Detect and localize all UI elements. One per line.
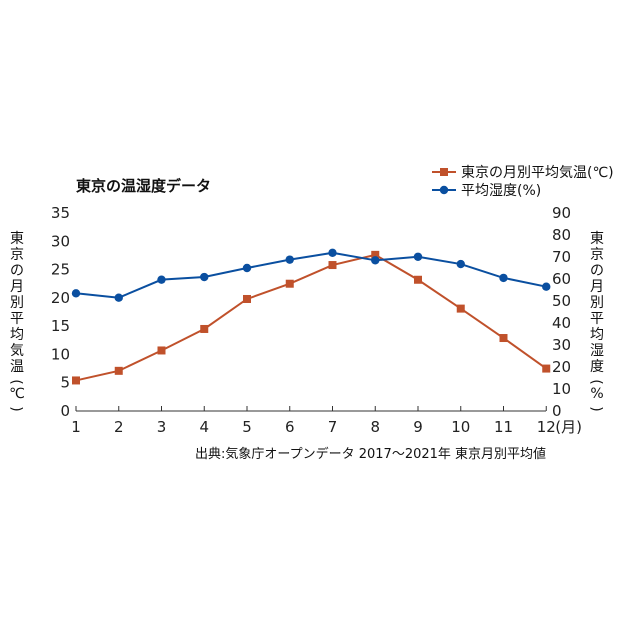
right-axis-label-char: 京 xyxy=(590,247,604,263)
temperature-point xyxy=(285,279,294,288)
right-axis-label-char: 東 xyxy=(590,231,604,247)
temperature-point xyxy=(414,275,422,284)
right-axis-label-char: の xyxy=(590,263,604,279)
x-tick-label: 12 xyxy=(537,418,556,436)
y-ticks-right: 0 10 20 30 40 50 60 70 80 90 xyxy=(552,204,571,420)
left-axis-label-char: ) xyxy=(8,406,24,411)
humidity-point xyxy=(542,282,551,291)
left-axis-label-char: 温 xyxy=(10,359,24,375)
temperature-point xyxy=(542,364,551,373)
right-axis-label-char: 平 xyxy=(590,311,604,327)
left-axis-label-char: 別 xyxy=(10,295,24,311)
legend-circle-marker xyxy=(439,185,449,195)
right-axis-label-char: 均 xyxy=(590,327,604,343)
legend-label: 東京の月別平均気温(℃) xyxy=(461,165,614,181)
left-axis-label-char: ( xyxy=(8,379,24,384)
y-left-tick-label: 20 xyxy=(51,289,70,307)
legend: 東京の月別平均気温(℃) 平均湿度(%) xyxy=(432,165,614,199)
series-line-2 xyxy=(75,251,547,299)
left-axis-label-char: ℃ xyxy=(9,386,25,402)
right-axis-label-char: ) xyxy=(588,406,604,411)
temperature-point xyxy=(456,304,465,313)
y-left-tick-label: 35 xyxy=(51,204,70,222)
x-tick-label: 11 xyxy=(494,418,513,436)
series-line-1 xyxy=(75,253,547,382)
y-right-tick-label: 50 xyxy=(552,292,571,310)
x-tick-label: 7 xyxy=(328,418,338,436)
right-axis-label-char: 月 xyxy=(590,279,604,295)
x-tick-label: 2 xyxy=(114,418,124,436)
y-right-tick-label: 80 xyxy=(552,226,571,244)
right-axis-label-char: ( xyxy=(588,379,604,384)
right-axis-label-char: 度 xyxy=(590,359,604,375)
source-note: 出典:気象庁オープンデータ 2017〜2021年 東京月別平均値 xyxy=(195,446,546,462)
left-axis-label-char: 平 xyxy=(10,311,24,327)
x-tick-label: 10 xyxy=(451,418,470,436)
y-right-tick-label: 30 xyxy=(552,336,571,354)
humidity-point xyxy=(371,256,380,265)
x-unit-label: (月) xyxy=(555,418,582,436)
humidity-point xyxy=(456,259,465,269)
x-tick-label: 1 xyxy=(71,418,81,436)
left-axis-label-char: 均 xyxy=(10,327,24,343)
right-axis-label-char: 別 xyxy=(590,295,604,311)
temperature-point xyxy=(72,376,80,385)
humidity-point xyxy=(114,293,123,302)
y-right-tick-label: 40 xyxy=(552,314,571,332)
humidity-point xyxy=(328,248,337,258)
right-axis-label-char: 湿 xyxy=(590,343,604,359)
y-right-tick-label: 70 xyxy=(552,248,571,266)
y-left-tick-label: 10 xyxy=(51,345,70,363)
y-right-tick-label: 0 xyxy=(552,402,562,420)
legend-square-marker xyxy=(440,168,448,176)
humidity-point xyxy=(157,275,166,284)
humidity-point xyxy=(413,252,423,261)
right-axis-label-char: % xyxy=(590,386,603,402)
legend-label: 平均湿度(%) xyxy=(461,183,541,199)
x-tick-label: 9 xyxy=(413,418,423,436)
y-left-tick-label: 0 xyxy=(60,402,70,420)
chart-title: 東京の温湿度データ xyxy=(76,177,211,195)
y-left-tick-label: 15 xyxy=(51,317,70,335)
left-axis-label-char: 月 xyxy=(10,279,24,295)
left-axis-label-char: 気 xyxy=(10,343,24,359)
temperature-point xyxy=(200,324,209,333)
temperature-point xyxy=(371,250,380,259)
x-tick-label: 4 xyxy=(199,418,209,436)
y-right-tick-label: 60 xyxy=(552,270,571,288)
y-right-tick-label: 10 xyxy=(552,380,571,398)
humidity-point xyxy=(242,263,252,273)
temperature-point xyxy=(157,346,166,355)
y-ticks-left: 0 5 10 15 20 25 30 35 xyxy=(51,204,70,420)
humidity-point xyxy=(499,273,508,283)
y-left-tick-label: 5 xyxy=(60,374,70,392)
left-axis-label-char: の xyxy=(10,263,24,279)
y-right-tick-label: 20 xyxy=(552,358,571,376)
left-axis-label-char: 東 xyxy=(10,231,24,247)
humidity-point xyxy=(200,272,209,282)
left-axis-label-char: 京 xyxy=(10,247,24,263)
temperature-point xyxy=(243,294,251,303)
y-left-tick-label: 25 xyxy=(51,261,70,279)
temperature-point xyxy=(328,261,337,270)
y-right-tick-label: 90 xyxy=(552,204,571,222)
x-tick-label: 3 xyxy=(157,418,167,436)
humidity-point xyxy=(285,255,294,264)
y-left-tick-label: 30 xyxy=(51,232,70,250)
x-ticks: 1 2 3 4 5 6 7 8 9 10 11 12 (月) xyxy=(71,406,582,436)
temperature-point xyxy=(114,366,123,375)
left-axis-label: 東京の月別平均気温 ( ℃) xyxy=(8,231,25,412)
x-tick-label: 6 xyxy=(285,418,295,436)
x-tick-label: 5 xyxy=(242,418,252,436)
temperature-point xyxy=(499,334,508,343)
x-tick-label: 8 xyxy=(370,418,380,436)
series-layer xyxy=(71,248,551,385)
humidity-point xyxy=(71,289,81,298)
